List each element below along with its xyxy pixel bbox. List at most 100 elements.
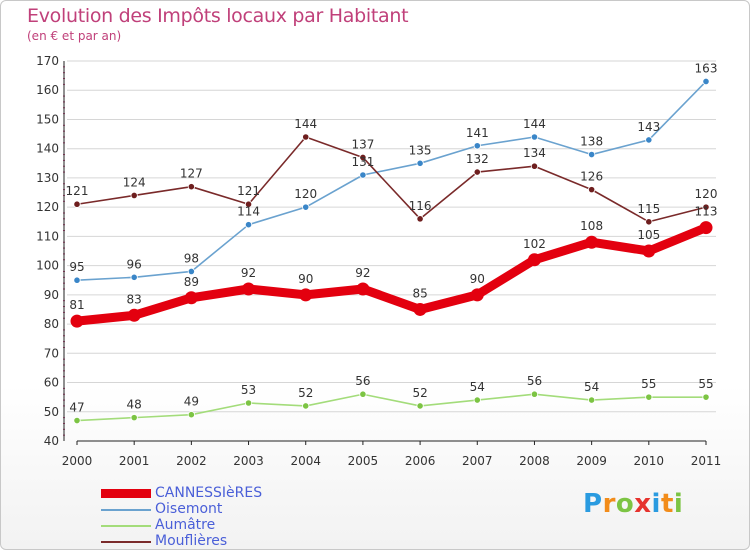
data-point-oisemont (73, 276, 81, 284)
data-label-mouflieres: 124 (123, 175, 146, 189)
data-label-aumatre: 54 (470, 380, 485, 394)
data-label-oisemont: 114 (237, 205, 260, 219)
data-point-oisemont (473, 142, 481, 150)
x-tick-label: 2001 (119, 454, 150, 468)
data-point-aumatre (530, 390, 539, 398)
y-tick-label: 60 (44, 376, 59, 390)
series-line-mouflieres (76, 136, 707, 223)
data-label-aumatre: 47 (69, 401, 84, 415)
data-point-mouflieres (416, 215, 424, 223)
data-point-aumatre (187, 411, 195, 419)
data-label-aumatre: 55 (641, 377, 656, 391)
data-label-oisemont: 163 (695, 61, 718, 75)
y-tick-label: 150 (36, 112, 59, 126)
data-point-mouflieres (244, 200, 253, 208)
data-label-cannessieres: 92 (355, 266, 370, 280)
logo-letter: o (615, 489, 635, 519)
y-tick-label: 120 (36, 200, 59, 214)
data-point-oisemont (588, 150, 596, 159)
x-tick-label: 2008 (519, 454, 550, 468)
y-tick-label: 100 (36, 259, 59, 273)
data-point-aumatre (645, 393, 653, 401)
data-label-mouflieres: 120 (695, 187, 718, 201)
logo-letter: x (634, 489, 652, 519)
data-point-mouflieres (645, 218, 653, 226)
data-point-cannessieres (242, 282, 256, 296)
data-point-aumatre (702, 393, 710, 401)
legend-swatch-cannessieres (101, 489, 151, 498)
legend-label-cannessieres: CANNESSIèRES (155, 485, 263, 501)
data-point-cannessieres (642, 244, 656, 258)
data-label-aumatre: 56 (527, 374, 542, 388)
legend-item-mouflieres: Mouflières (101, 533, 361, 549)
data-point-mouflieres (530, 162, 539, 170)
x-tick-label: 2011 (691, 454, 722, 468)
y-tick-label: 110 (36, 229, 59, 243)
data-label-mouflieres: 121 (66, 184, 89, 198)
data-label-oisemont: 138 (580, 135, 603, 149)
data-point-mouflieres (588, 186, 596, 194)
data-label-aumatre: 52 (298, 386, 313, 400)
data-label-oisemont: 131 (351, 155, 374, 169)
data-point-aumatre (473, 396, 481, 404)
legend-item-oisemont: Oisemont (101, 501, 361, 517)
proxiti-logo: Proxiti (583, 489, 683, 519)
data-label-aumatre: 54 (584, 380, 599, 394)
data-point-oisemont (187, 267, 195, 276)
data-point-cannessieres (527, 253, 541, 267)
data-label-mouflieres: 121 (237, 184, 260, 198)
data-label-aumatre: 55 (698, 377, 713, 391)
x-tick-label: 2003 (233, 454, 264, 468)
data-label-oisemont: 120 (294, 187, 317, 201)
data-label-aumatre: 52 (412, 386, 427, 400)
data-label-oisemont: 135 (409, 143, 432, 157)
data-point-oisemont (530, 133, 539, 141)
data-label-oisemont: 96 (127, 257, 142, 271)
legend-swatch-mouflieres (101, 541, 151, 543)
data-label-cannessieres: 105 (637, 228, 660, 242)
data-label-cannessieres: 92 (241, 266, 256, 280)
data-point-mouflieres (702, 203, 710, 211)
data-point-aumatre (588, 396, 596, 404)
data-point-oisemont (702, 77, 710, 86)
legend-label-aumatre: Aumâtre (155, 517, 216, 533)
data-point-oisemont (302, 203, 310, 211)
data-label-mouflieres: 115 (637, 202, 660, 216)
data-label-cannessieres: 90 (298, 272, 313, 286)
y-tick-label: 170 (36, 54, 59, 68)
series-line-oisemont (76, 80, 707, 282)
logo-letter: i (673, 489, 684, 519)
data-point-cannessieres (127, 308, 141, 322)
legend-swatch-aumatre (101, 525, 151, 527)
legend-label-mouflieres: Mouflières (155, 533, 228, 549)
data-label-aumatre: 49 (184, 395, 199, 409)
data-point-mouflieres (359, 153, 367, 162)
y-tick-label: 40 (44, 434, 59, 448)
data-point-mouflieres (473, 168, 481, 176)
data-point-cannessieres (356, 282, 370, 296)
data-label-cannessieres: 102 (523, 237, 546, 251)
legend-item-aumatre: Aumâtre (101, 517, 361, 533)
data-point-cannessieres (585, 235, 599, 249)
data-label-cannessieres: 90 (470, 272, 485, 286)
data-point-oisemont (244, 221, 253, 229)
data-label-oisemont: 144 (523, 117, 546, 131)
data-label-cannessieres: 89 (184, 275, 199, 289)
data-point-cannessieres (699, 221, 713, 235)
logo-letter: r (602, 489, 616, 519)
data-point-aumatre (302, 402, 310, 410)
data-label-cannessieres: 85 (412, 286, 427, 300)
chart-title: Evolution des Impôts locaux par Habitant (27, 5, 409, 27)
data-point-aumatre (244, 399, 253, 407)
x-tick-label: 2010 (634, 454, 665, 468)
data-point-cannessieres (299, 288, 313, 302)
data-point-aumatre (416, 402, 424, 410)
y-tick-label: 90 (44, 288, 59, 302)
x-tick-label: 2006 (405, 454, 436, 468)
legend-swatch-oisemont (101, 509, 151, 511)
chart-subtitle: (en € et par an) (27, 29, 122, 43)
x-tick-label: 2007 (462, 454, 493, 468)
logo-letter: i (651, 489, 661, 519)
